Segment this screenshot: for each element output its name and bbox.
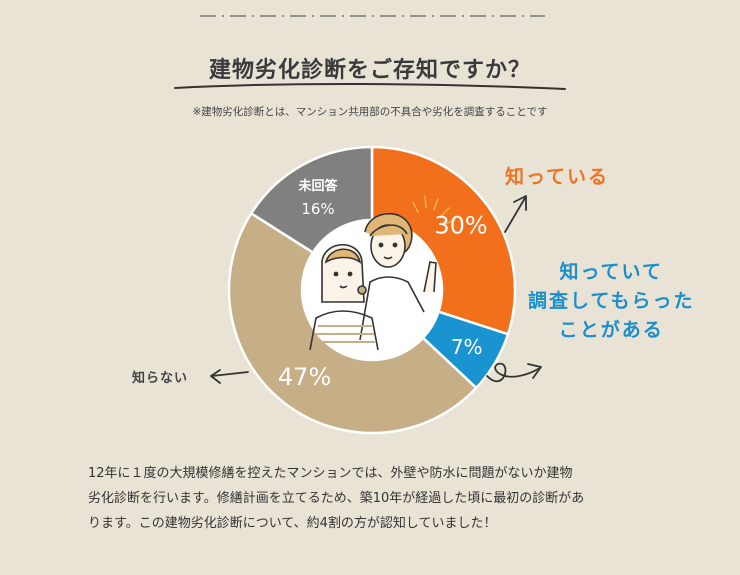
arrow-dontknow-icon xyxy=(211,371,249,377)
body-line: 劣化診断を行います。修繕計画を立てるため、築10年が経過した頃に最初の診断があ xyxy=(88,491,585,506)
arrow-dontknow-head-icon xyxy=(210,369,221,384)
slice-value-label: 30% xyxy=(434,211,487,239)
callout-know: 知っている xyxy=(505,166,610,188)
couple-illustration-icon xyxy=(309,212,437,351)
definition-note: ※建物劣化診断とは、マンション共用部の不具合や劣化を調査することです xyxy=(192,106,548,118)
callout-checked: 知っていて 調査してもらった ことがある xyxy=(528,258,694,345)
unanswered-label: 未回答 xyxy=(297,178,338,194)
callout-arrows xyxy=(210,195,542,384)
emphasis-rays xyxy=(412,195,456,225)
body-line: 12年に１度の大規模修繕を控えたマンションでは、外壁や防水に問題がないか建物 xyxy=(88,466,573,481)
decorative-dashes xyxy=(200,15,545,17)
callout-dont-know: 知らない xyxy=(132,371,189,386)
title-underline xyxy=(174,82,566,90)
slice-value-label: 47% xyxy=(278,363,331,391)
body-line: ります。この建物劣化診断について、約4割の方が認知していました！ xyxy=(88,516,497,531)
arrow-know-icon xyxy=(504,197,526,233)
callout-checked-line: ことがある xyxy=(558,319,664,341)
slice-value-label: 7% xyxy=(451,335,483,359)
callout-checked-line: 調査してもらった xyxy=(528,290,695,312)
arrow-checked-head-icon xyxy=(527,363,542,379)
body-paragraph: 12年に１度の大規模修繕を控えたマンションでは、外壁や防水に問題がないか建物 劣… xyxy=(88,461,668,536)
callout-checked-line: 知っていて xyxy=(559,261,663,283)
arrow-know-head-icon xyxy=(513,195,527,211)
unanswered-value: 16% xyxy=(301,200,334,218)
page-title: 建物劣化診断をご存知ですか？ xyxy=(208,58,531,83)
arrow-checked-icon xyxy=(486,363,541,383)
